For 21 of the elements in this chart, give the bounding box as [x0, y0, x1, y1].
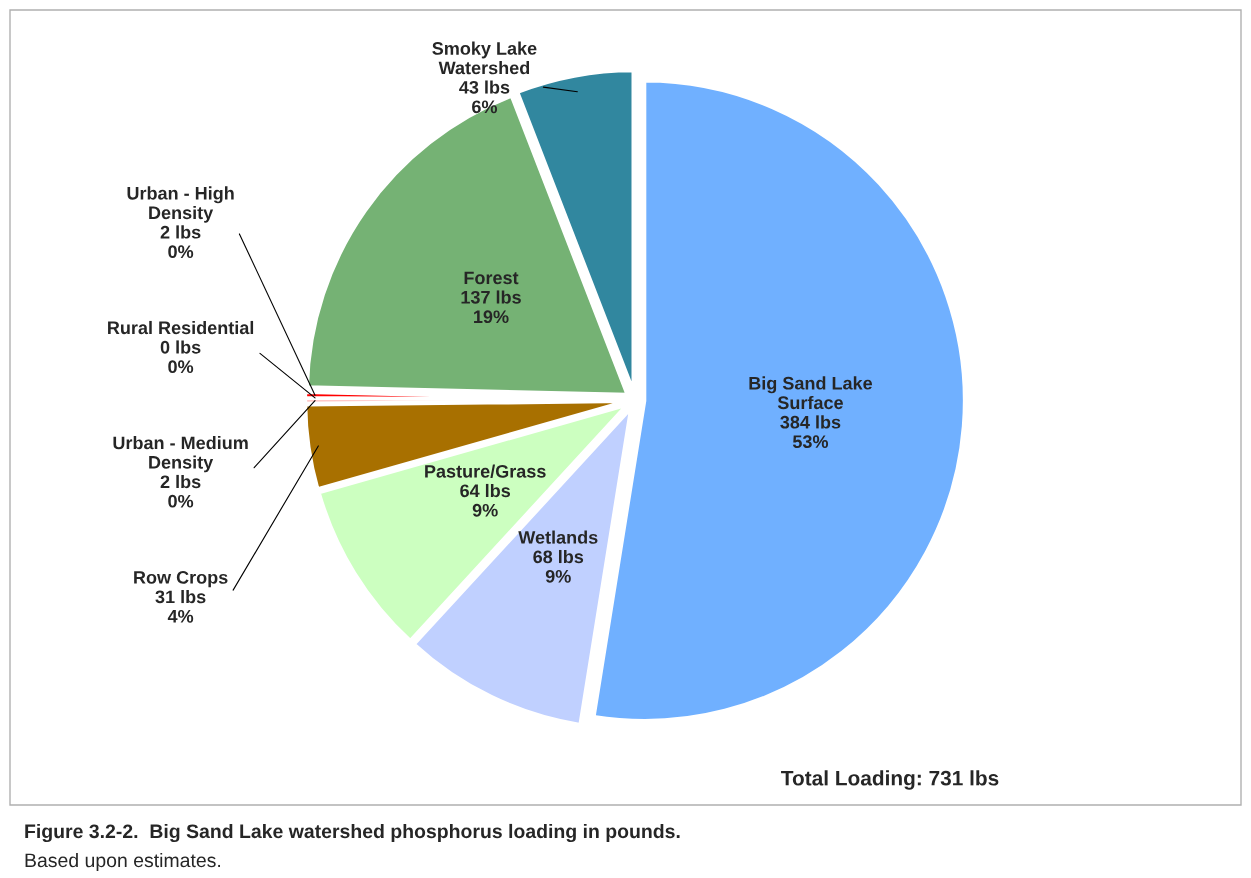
category-label: Rural Residential	[108, 320, 254, 335]
slice-label: Big Sand Lake Surface	[749, 376, 873, 410]
data-label: 64 lbs 9%	[460, 483, 511, 517]
data-label: 31 lbs 4%	[155, 589, 206, 623]
text: Based upon estimates.	[25, 852, 221, 872]
slice-label: Pasture/Grass	[425, 464, 546, 478]
slice-label: Urban - Medium Density	[113, 436, 248, 473]
slice-label: Row Crops	[134, 571, 228, 588]
text: 0 lbs 0%	[160, 340, 201, 374]
caption: Figure 3.2-2. Big Sand Lake watershed phosphorus loading in pounds.	[25, 823, 680, 843]
data-label: 68 lbs 9%	[533, 549, 584, 583]
data-label: 384 lbs 53%	[780, 415, 841, 449]
data-label: 43 lbs 6%	[459, 80, 510, 114]
data-label: 2 lbs 0%	[160, 474, 201, 508]
slice-label: Wetlands	[518, 530, 598, 544]
data-label: 2 lbs 0%	[160, 225, 201, 259]
text: Total Loading: 731 lbs	[781, 770, 999, 790]
slice-label: Urban - High Density	[127, 186, 234, 223]
slice-label: Smoky Lake Watershed	[432, 41, 537, 75]
slice-label: Forest	[464, 271, 519, 285]
data-label: 137 lbs 19%	[461, 290, 521, 324]
